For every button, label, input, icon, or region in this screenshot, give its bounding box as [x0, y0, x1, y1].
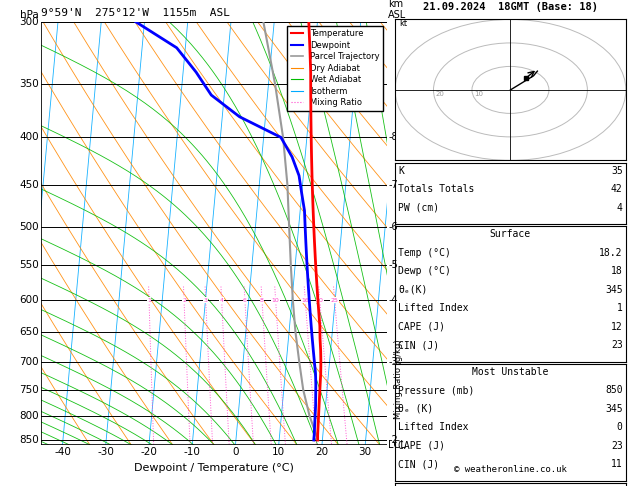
- Text: 850: 850: [605, 385, 623, 396]
- Text: 600: 600: [19, 295, 39, 305]
- Text: 500: 500: [19, 222, 39, 232]
- Text: 18.2: 18.2: [599, 248, 623, 258]
- Text: -7: -7: [388, 180, 398, 190]
- Text: 450: 450: [19, 180, 39, 190]
- Text: 11: 11: [611, 459, 623, 469]
- Text: Lifted Index: Lifted Index: [398, 303, 469, 313]
- Text: © weatheronline.co.uk: © weatheronline.co.uk: [454, 465, 567, 474]
- Text: PW (cm): PW (cm): [398, 203, 439, 213]
- Text: LCL: LCL: [388, 440, 406, 450]
- Text: -2: -2: [388, 435, 398, 445]
- Text: 1: 1: [147, 297, 151, 303]
- Text: Totals Totals: Totals Totals: [398, 184, 474, 194]
- Text: 23: 23: [611, 441, 623, 451]
- Text: 10: 10: [474, 91, 483, 97]
- Text: 4: 4: [617, 203, 623, 213]
- Text: K: K: [398, 166, 404, 176]
- Text: 9°59'N  275°12'W  1155m  ASL: 9°59'N 275°12'W 1155m ASL: [41, 8, 230, 17]
- Text: 30: 30: [359, 447, 372, 457]
- Text: -20: -20: [140, 447, 157, 457]
- Text: Surface: Surface: [490, 229, 531, 240]
- Text: 850: 850: [19, 435, 39, 445]
- Text: 35: 35: [611, 166, 623, 176]
- Text: Lifted Index: Lifted Index: [398, 422, 469, 433]
- Text: θₑ (K): θₑ (K): [398, 404, 433, 414]
- Text: 345: 345: [605, 404, 623, 414]
- Text: 10: 10: [272, 447, 286, 457]
- Text: 16: 16: [301, 297, 309, 303]
- Text: 12: 12: [611, 322, 623, 332]
- Text: 750: 750: [19, 385, 39, 395]
- Text: CAPE (J): CAPE (J): [398, 322, 445, 332]
- Text: 350: 350: [19, 79, 39, 89]
- Text: 20: 20: [315, 447, 328, 457]
- Text: -30: -30: [97, 447, 114, 457]
- Text: km
ASL: km ASL: [388, 0, 406, 20]
- Text: 3: 3: [204, 297, 208, 303]
- Text: 4: 4: [220, 297, 224, 303]
- Text: Mixing Ratio (g/kg): Mixing Ratio (g/kg): [394, 339, 403, 419]
- Text: -4: -4: [388, 295, 398, 305]
- Text: CIN (J): CIN (J): [398, 340, 439, 350]
- Text: 10: 10: [272, 297, 279, 303]
- Text: hPa: hPa: [20, 10, 39, 20]
- Text: 20: 20: [316, 297, 324, 303]
- Text: -40: -40: [54, 447, 71, 457]
- Text: 300: 300: [19, 17, 39, 27]
- Text: 0: 0: [617, 422, 623, 433]
- Text: θₑ(K): θₑ(K): [398, 285, 428, 295]
- Text: 1: 1: [617, 303, 623, 313]
- Text: -5: -5: [388, 260, 398, 270]
- Text: -3: -3: [388, 357, 398, 367]
- Text: 25: 25: [331, 297, 338, 303]
- Text: 800: 800: [19, 411, 39, 421]
- Text: 345: 345: [605, 285, 623, 295]
- Text: 20: 20: [435, 91, 444, 97]
- Text: 23: 23: [611, 340, 623, 350]
- Text: Temp (°C): Temp (°C): [398, 248, 451, 258]
- Legend: Temperature, Dewpoint, Parcel Trajectory, Dry Adiabat, Wet Adiabat, Isotherm, Mi: Temperature, Dewpoint, Parcel Trajectory…: [287, 26, 382, 111]
- Text: Most Unstable: Most Unstable: [472, 367, 548, 377]
- Text: 700: 700: [19, 357, 39, 367]
- Text: 650: 650: [19, 327, 39, 337]
- Text: -6: -6: [388, 222, 398, 232]
- Text: 2: 2: [182, 297, 186, 303]
- Text: 42: 42: [611, 184, 623, 194]
- Text: 6: 6: [243, 297, 247, 303]
- Text: 21.09.2024  18GMT (Base: 18): 21.09.2024 18GMT (Base: 18): [423, 2, 598, 13]
- Text: -8: -8: [388, 132, 398, 142]
- Text: CIN (J): CIN (J): [398, 459, 439, 469]
- Text: 550: 550: [19, 260, 39, 270]
- Text: 8: 8: [260, 297, 264, 303]
- Text: Dewp (°C): Dewp (°C): [398, 266, 451, 277]
- Text: Pressure (mb): Pressure (mb): [398, 385, 474, 396]
- Text: 18: 18: [611, 266, 623, 277]
- Text: kt: kt: [399, 19, 407, 29]
- Text: 0: 0: [232, 447, 239, 457]
- Text: Dewpoint / Temperature (°C): Dewpoint / Temperature (°C): [134, 463, 294, 473]
- Text: -10: -10: [184, 447, 201, 457]
- Text: 400: 400: [19, 132, 39, 142]
- Text: CAPE (J): CAPE (J): [398, 441, 445, 451]
